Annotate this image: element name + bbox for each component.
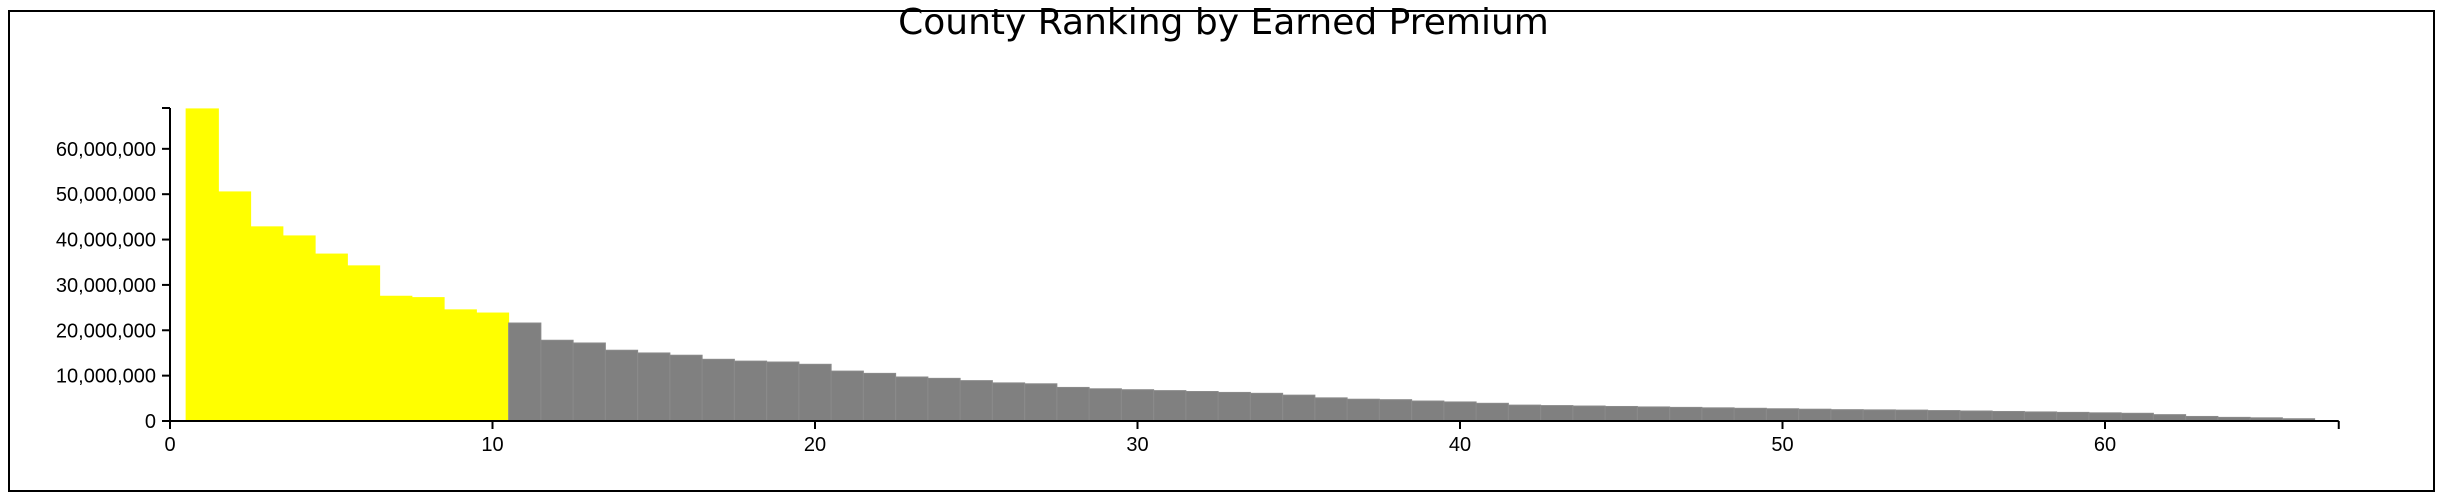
bar-rank-33 — [1217, 391, 1251, 422]
bar-rank-16 — [669, 354, 703, 422]
bar-rank-53 — [1862, 409, 1896, 422]
bar-rank-17 — [701, 358, 735, 422]
bar-rank-32 — [1185, 391, 1219, 422]
bar-rank-27 — [1024, 383, 1058, 422]
axes-group: 0 10,000,000 20,000,000 30,000,000 40,000,00… — [56, 107, 2340, 456]
bar-rank-42 — [1507, 404, 1542, 422]
bar-rank-43 — [1540, 405, 1574, 422]
bar-rank-37 — [1346, 398, 1380, 422]
bar-rank-25 — [959, 380, 993, 422]
bar-rank-40 — [1443, 401, 1477, 422]
bar-rank-54 — [1894, 409, 1929, 422]
y-tick-label: 20,000,000 — [56, 320, 156, 342]
bar-rank-58 — [2023, 411, 2058, 422]
x-tick-label: 10 — [481, 434, 503, 456]
y-tick-label: 40,000,000 — [56, 230, 156, 252]
bar-rank-60 — [2088, 412, 2122, 422]
bar-rank-31 — [1153, 390, 1187, 422]
x-tick-label: 0 — [164, 434, 175, 456]
bar-rank-59 — [2056, 411, 2090, 422]
x-tick-label: 40 — [1449, 434, 1471, 456]
bar-rank-22 — [862, 372, 897, 422]
bar-rank-13 — [572, 342, 606, 422]
bar-rank-46 — [1636, 406, 1671, 422]
bar-rank-48 — [1701, 407, 1735, 422]
bar-rank-52 — [1830, 409, 1864, 422]
bar-rank-6 — [346, 265, 381, 422]
bar-rank-49 — [1733, 407, 1767, 422]
bar-rank-23 — [895, 376, 929, 422]
bar-rank-44 — [1572, 405, 1606, 422]
bar-rank-4 — [282, 235, 316, 422]
bar-rank-3 — [250, 226, 284, 422]
bar-rank-45 — [1604, 405, 1638, 422]
bar-rank-9 — [443, 309, 477, 422]
bar-rank-14 — [604, 349, 639, 422]
bar-rank-10 — [475, 312, 510, 422]
bar-rank-35 — [1282, 394, 1316, 422]
bar-rank-11 — [508, 322, 542, 422]
bar-rank-29 — [1088, 388, 1122, 422]
bar-rank-30 — [1120, 389, 1155, 422]
bar-rank-24 — [927, 377, 961, 422]
x-tick-label: 20 — [804, 434, 826, 456]
bar-rank-56 — [1959, 410, 1993, 422]
bar-rank-34 — [1249, 392, 1284, 422]
y-tick-label: 30,000,000 — [56, 275, 156, 297]
bar-rank-47 — [1669, 406, 1703, 422]
bar-rank-8 — [411, 297, 445, 422]
y-tick-label: 60,000,000 — [56, 139, 156, 161]
bar-rank-41 — [1475, 402, 1509, 422]
bar-rank-38 — [1378, 399, 1413, 422]
bar-rank-7 — [379, 295, 413, 422]
bar-rank-39 — [1411, 400, 1445, 422]
bar-rank-1 — [185, 108, 219, 422]
x-tick-label: 60 — [2094, 434, 2116, 456]
bar-rank-21 — [830, 370, 864, 422]
bar-rank-51 — [1798, 408, 1832, 422]
bar-rank-12 — [540, 339, 574, 422]
chart-title: County Ranking by Earned Premium — [898, 2, 1549, 43]
bar-rank-18 — [733, 360, 768, 422]
x-tick-label: 50 — [1771, 434, 1793, 456]
y-tick-label: 50,000,000 — [56, 184, 156, 206]
y-tick-label: 10,000,000 — [56, 366, 156, 388]
bar-rank-61 — [2120, 412, 2154, 422]
bar-rank-55 — [1927, 410, 1961, 422]
bar-rank-2 — [217, 191, 252, 422]
bar-rank-15 — [637, 352, 671, 422]
bar-rank-5 — [314, 253, 348, 422]
bar-rank-20 — [798, 363, 832, 422]
bar-rank-26 — [991, 382, 1026, 422]
bar-rank-19 — [766, 361, 800, 422]
bar-rank-57 — [1991, 410, 2025, 422]
bar-rank-28 — [1056, 386, 1090, 422]
bar-rank-36 — [1314, 397, 1348, 422]
y-tick-label: 0 — [145, 411, 156, 433]
bar-rank-50 — [1765, 408, 1800, 422]
bars-group — [185, 108, 2316, 422]
x-tick-label: 30 — [1126, 434, 1148, 456]
